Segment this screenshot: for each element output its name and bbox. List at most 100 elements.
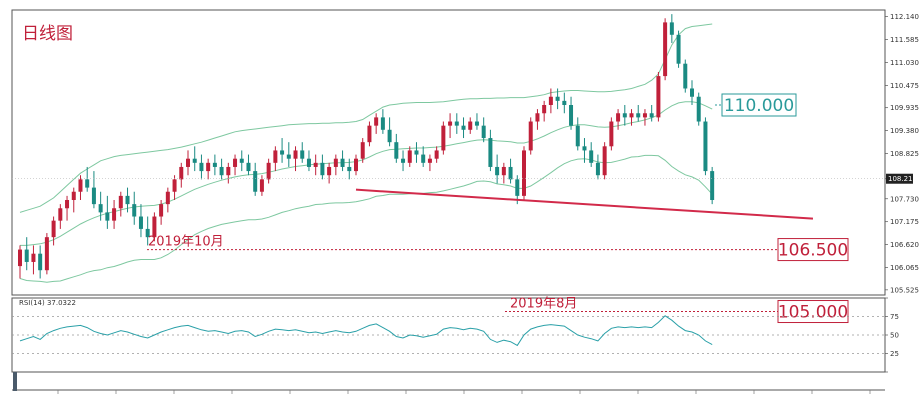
candle-bearish bbox=[683, 63, 688, 89]
candle-bullish bbox=[629, 113, 634, 118]
rsi-panel: 75 50 25 bbox=[12, 297, 899, 373]
candle-bullish bbox=[360, 142, 365, 159]
candle-bullish bbox=[186, 158, 190, 167]
candle-bullish bbox=[528, 121, 533, 151]
candle-bullish bbox=[609, 121, 614, 147]
candle-bullish bbox=[159, 204, 164, 217]
candle-bullish bbox=[327, 166, 332, 176]
level-annotation: 2019年10月 bbox=[148, 235, 224, 250]
candle-bearish bbox=[38, 253, 43, 271]
candle-bullish bbox=[165, 191, 170, 205]
chart-title: 日线图 bbox=[22, 24, 73, 44]
candle-bearish bbox=[488, 138, 493, 167]
current-price-tag bbox=[886, 173, 913, 184]
price-axis-label: 111.030 bbox=[890, 59, 919, 67]
candle-bearish bbox=[575, 125, 580, 147]
candle-bullish bbox=[44, 237, 49, 271]
price-axis-label: 106.065 bbox=[890, 264, 919, 272]
candle-bullish bbox=[542, 105, 547, 114]
price-axis[interactable]: 112.140 111.585 111.030 110.475 109.935 109.3… bbox=[12, 13, 919, 294]
candle-bearish bbox=[649, 113, 654, 118]
candle-bearish bbox=[306, 158, 311, 167]
candle-bearish bbox=[246, 162, 251, 172]
candle-bullish bbox=[293, 150, 298, 159]
neckline-trendline bbox=[355, 188, 814, 220]
candle-bullish bbox=[663, 22, 668, 77]
candle-bullish bbox=[266, 162, 271, 180]
candle-bullish bbox=[273, 150, 278, 163]
candle-bearish bbox=[401, 158, 406, 163]
candle-bearish bbox=[582, 146, 587, 151]
candle-bullish bbox=[152, 216, 157, 238]
candle-bullish bbox=[616, 113, 621, 122]
rsi-axis-label: 50 bbox=[890, 332, 899, 340]
candle-bearish bbox=[380, 117, 385, 130]
candle-bullish bbox=[602, 146, 607, 176]
scrollbar-handle[interactable] bbox=[13, 372, 17, 391]
candle-bearish bbox=[132, 204, 137, 217]
candle-bearish bbox=[91, 187, 96, 205]
candle-bearish bbox=[125, 195, 130, 205]
current-price-label: 108.215 bbox=[888, 175, 917, 183]
level-box bbox=[777, 300, 849, 324]
candle-bearish bbox=[85, 179, 90, 188]
level-box bbox=[777, 238, 849, 262]
price-panel-frame bbox=[11, 9, 886, 296]
candle-bullish bbox=[354, 158, 358, 172]
candle-bearish bbox=[414, 150, 419, 155]
candle-bearish bbox=[595, 162, 600, 176]
candle-bullish bbox=[434, 150, 439, 159]
candle-bearish bbox=[98, 204, 103, 213]
candle-bullish bbox=[233, 158, 238, 167]
candle-bullish bbox=[441, 125, 446, 151]
candle-bearish bbox=[347, 166, 352, 172]
level-box-label: 106.500 bbox=[778, 241, 848, 261]
candle-bearish bbox=[280, 150, 285, 155]
candle-bullish bbox=[313, 162, 318, 167]
candle-bearish bbox=[589, 150, 594, 163]
candle-bullish bbox=[118, 195, 123, 209]
candle-bearish bbox=[105, 212, 110, 221]
candle-bearish bbox=[340, 158, 345, 167]
candle-bearish bbox=[669, 22, 674, 35]
chart-annotations: 日线图 RSI(14) 37.0322 bbox=[19, 24, 76, 307]
candle-bearish bbox=[481, 125, 486, 139]
rsi-line bbox=[19, 315, 713, 347]
candle-bearish bbox=[622, 113, 627, 118]
candle-bearish bbox=[239, 158, 244, 163]
candle-bearish bbox=[569, 105, 574, 126]
level-annotation: 2019年8月 bbox=[510, 297, 577, 312]
candle-bullish bbox=[58, 208, 63, 221]
candle-bearish bbox=[286, 154, 291, 159]
level-box-label: 105.000 bbox=[778, 303, 848, 323]
bollinger-lower-line bbox=[19, 154, 713, 283]
candle-bearish bbox=[555, 96, 560, 101]
overlay-lines: 110.000 106.500 2019年10月 105.000 2019年8月 bbox=[147, 93, 849, 324]
candle-bearish bbox=[710, 171, 715, 200]
candle-bearish bbox=[145, 228, 150, 238]
candle-bearish bbox=[138, 216, 143, 229]
candle-bearish bbox=[253, 171, 258, 192]
rsi-label: RSI(14) 37.0322 bbox=[19, 299, 76, 307]
candle-bullish bbox=[206, 162, 211, 172]
price-axis-label: 106.620 bbox=[890, 241, 919, 249]
candle-bullish bbox=[374, 117, 379, 126]
candle-bearish bbox=[562, 100, 567, 105]
rsi-axis-label: 25 bbox=[890, 350, 899, 358]
candle-bearish bbox=[636, 113, 641, 118]
candle-bullish bbox=[31, 253, 36, 262]
price-axis-label: 108.825 bbox=[890, 150, 919, 158]
candle-bullish bbox=[535, 113, 540, 122]
price-axis-label: 110.475 bbox=[890, 82, 919, 90]
candle-bullish bbox=[448, 121, 453, 126]
candle-bearish bbox=[421, 154, 426, 163]
candle-bearish bbox=[696, 96, 701, 122]
price-axis-label: 105.525 bbox=[890, 286, 919, 294]
candle-bearish bbox=[454, 121, 459, 126]
candle-bullish bbox=[71, 191, 76, 200]
candle-bearish bbox=[212, 162, 217, 167]
candle-bullish bbox=[656, 76, 661, 118]
candle-bearish bbox=[690, 88, 694, 97]
candle-bearish bbox=[219, 166, 224, 176]
